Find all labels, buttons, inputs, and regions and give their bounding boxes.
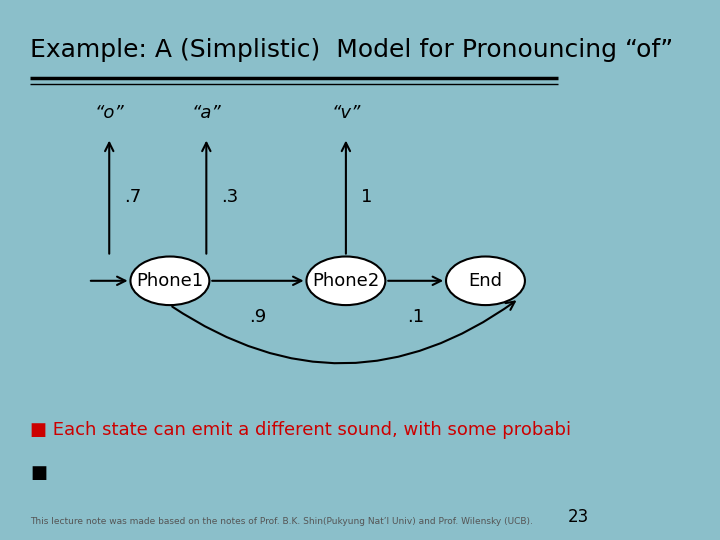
Text: 23: 23 — [567, 509, 589, 526]
Text: This lecture note was made based on the notes of Prof. B.K. Shin(Pukyung Nat’l U: This lecture note was made based on the … — [30, 517, 534, 526]
Text: “v”: “v” — [331, 104, 361, 122]
FancyArrowPatch shape — [212, 276, 302, 285]
FancyArrowPatch shape — [105, 143, 113, 254]
Text: Example: A (Simplistic)  Model for Pronouncing “of”: Example: A (Simplistic) Model for Pronou… — [30, 38, 674, 62]
FancyArrowPatch shape — [172, 302, 515, 363]
Text: End: End — [469, 272, 503, 290]
Text: “o”: “o” — [94, 104, 124, 122]
FancyArrowPatch shape — [342, 143, 350, 254]
FancyArrowPatch shape — [202, 143, 210, 254]
Text: Phone2: Phone2 — [312, 272, 379, 290]
Text: .9: .9 — [249, 308, 266, 326]
Text: ■ Each state can emit a different sound, with some probabi: ■ Each state can emit a different sound,… — [30, 421, 572, 439]
Text: .7: .7 — [125, 188, 142, 206]
Ellipse shape — [307, 256, 385, 305]
Text: .3: .3 — [222, 188, 239, 206]
Text: “a”: “a” — [192, 104, 221, 122]
Ellipse shape — [446, 256, 525, 305]
Text: ■: ■ — [30, 464, 48, 482]
Text: .1: .1 — [407, 308, 424, 326]
Text: 1: 1 — [361, 188, 372, 206]
FancyArrowPatch shape — [91, 276, 125, 285]
FancyArrowPatch shape — [388, 276, 441, 285]
Text: Phone1: Phone1 — [136, 272, 204, 290]
Ellipse shape — [130, 256, 210, 305]
